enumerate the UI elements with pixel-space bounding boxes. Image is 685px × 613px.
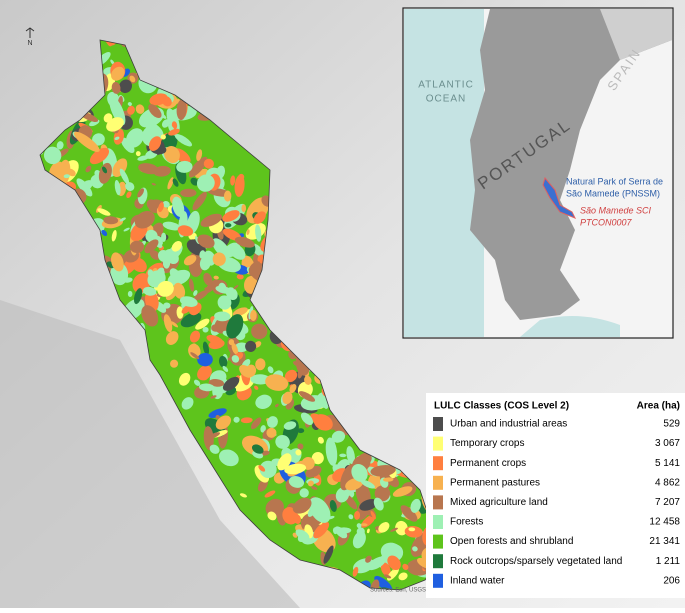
legend-swatch — [433, 476, 443, 490]
inset-map: ATLANTIC OCEAN SPAIN PORTUGAL Natural Pa… — [403, 8, 673, 338]
inset-ocean — [404, 9, 484, 337]
park-label: São Mamede (PNSSM) — [566, 188, 660, 198]
lulc-patch — [197, 353, 213, 366]
north-label: N — [27, 40, 32, 47]
legend-swatch — [433, 554, 443, 568]
legend-class-name: Temporary crops — [450, 438, 524, 449]
legend-class-name: Open forests and shrubland — [450, 536, 573, 547]
legend-class-name: Inland water — [450, 575, 505, 586]
lulc-patch — [225, 223, 231, 227]
legend-class-name: Urban and industrial areas — [450, 419, 567, 430]
legend-class-name: Rock outcrops/sparsely vegetated land — [450, 556, 622, 567]
legend-swatch — [433, 574, 443, 588]
legend-area: 7 207 — [655, 497, 680, 508]
legend-area: 3 067 — [655, 438, 680, 449]
legend-swatch — [433, 456, 443, 470]
legend: LULC Classes (COS Level 2) Area (ha) Urb… — [426, 393, 685, 598]
legend-title: LULC Classes (COS Level 2) — [434, 401, 569, 412]
legend-swatch — [433, 535, 443, 549]
legend-swatch — [433, 417, 443, 431]
lulc-patch — [211, 324, 220, 332]
lulc-patch — [224, 190, 231, 201]
legend-swatch — [433, 515, 443, 529]
legend-swatch — [433, 437, 443, 451]
legend-area: 4 862 — [655, 477, 680, 488]
sci-label: São Mamede SCI — [580, 205, 652, 215]
legend-class-name: Forests — [450, 517, 483, 528]
legend-area: 21 341 — [649, 536, 680, 547]
legend-class-name: Mixed agriculture land — [450, 497, 548, 508]
ocean-label: ATLANTIC — [418, 80, 474, 91]
sci-label: PTCON0007 — [580, 217, 633, 227]
legend-area-header: Area (ha) — [637, 401, 680, 412]
ocean-label: OCEAN — [426, 94, 467, 105]
lulc-patch — [297, 428, 304, 433]
legend-class-name: Permanent crops — [450, 458, 526, 469]
legend-area: 5 141 — [655, 458, 680, 469]
legend-area: 12 458 — [649, 517, 680, 528]
legend-area: 206 — [663, 575, 680, 586]
park-label: Natural Park of Serra de — [566, 176, 663, 186]
legend-area: 1 211 — [656, 556, 681, 567]
legend-class-name: Permanent pastures — [450, 477, 540, 488]
legend-swatch — [433, 495, 443, 509]
legend-area: 529 — [663, 419, 680, 430]
